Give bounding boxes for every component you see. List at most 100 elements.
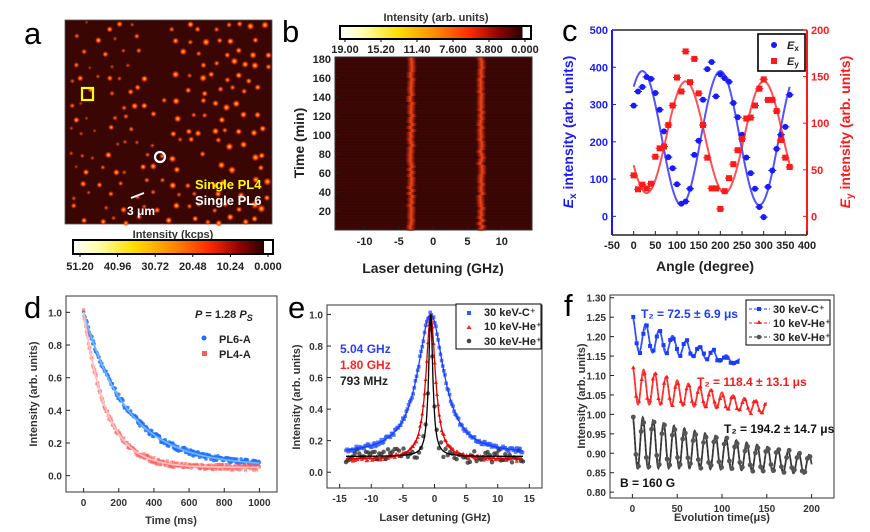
pl-spot <box>176 191 182 198</box>
legend-box <box>757 33 806 72</box>
legend-marker-he30 <box>756 334 762 340</box>
zpl-line-segment <box>475 198 486 201</box>
data-point-he10 <box>466 456 471 460</box>
data-point-c <box>705 357 710 362</box>
data-point-pl4-a <box>215 466 219 470</box>
legend-c: 30 keV-C⁺ <box>484 307 536 319</box>
y-tick-label: 1.10 <box>587 372 607 383</box>
data-point-he30 <box>654 453 660 458</box>
pl-spot <box>127 88 134 96</box>
pl-spot <box>107 190 114 197</box>
legend-marker-ex <box>771 42 777 48</box>
data-point-ex <box>760 214 767 221</box>
x-tick-label: 0 <box>81 498 87 509</box>
data-point-he10 <box>709 388 714 392</box>
data-point-pl4-a <box>169 460 174 464</box>
pl-spot <box>109 64 115 70</box>
heatmap-ylabel: Time (min) <box>291 108 307 179</box>
pl-spot <box>249 51 257 59</box>
data-point-he30 <box>680 436 686 442</box>
data-point-ex <box>639 84 646 91</box>
data-point-ey <box>752 102 758 109</box>
y-tick-label: 400 <box>590 62 608 74</box>
data-point-he30 <box>750 468 756 474</box>
zpl-line-segment <box>405 126 416 129</box>
zpl-line-segment <box>405 96 416 99</box>
pl-spot <box>144 152 151 158</box>
data-point-pl4-a <box>163 463 167 468</box>
zpl-line-segment <box>476 105 487 108</box>
data-point-he30 <box>662 422 667 428</box>
pl-spot <box>95 73 101 79</box>
pl-spot <box>235 47 243 54</box>
heatmap-noise-row <box>335 213 532 215</box>
pl-spot <box>245 77 252 85</box>
data-point-c <box>427 315 431 320</box>
zpl-line-segment <box>476 141 487 144</box>
heatmap-noise-row <box>335 207 532 209</box>
data-point-he10 <box>647 398 653 403</box>
pl-spot <box>99 218 107 226</box>
y-tick-label: 0.8 <box>309 342 323 353</box>
pl-spot <box>235 128 243 135</box>
field-annotation: B = 160 G <box>620 476 675 490</box>
pl-spot <box>92 128 97 134</box>
heatmap-noise-row <box>335 93 532 95</box>
data-point-he10 <box>639 377 644 381</box>
pl-spot <box>115 141 121 147</box>
data-point-he30 <box>737 460 743 465</box>
data-point-he10 <box>631 365 636 370</box>
pl-spot <box>219 179 227 187</box>
heatmap-noise-row <box>335 135 532 137</box>
pl-spot <box>184 87 192 94</box>
zpl-line-segment <box>477 192 488 195</box>
zpl-line-segment <box>405 132 416 135</box>
data-point-c <box>708 350 713 355</box>
data-point-he10 <box>659 400 664 405</box>
zpl-line-segment <box>476 174 487 177</box>
data-point-ey <box>730 161 737 168</box>
y-tick-label: 1.0 <box>48 308 62 319</box>
heatmap-noise-row <box>335 171 532 173</box>
pl-spot <box>116 75 123 82</box>
x-tick-label: 150 <box>758 504 775 515</box>
pl-spot <box>140 75 149 83</box>
pl-spot <box>125 63 131 68</box>
linewidth-ylabel: Intensity (arb. units) <box>291 344 303 449</box>
heatmap-noise-row <box>335 219 532 221</box>
data-point-he10 <box>757 408 762 412</box>
fit-curve-2 <box>346 314 523 457</box>
decay-xlabel: Time (ms) <box>145 515 197 527</box>
pl-spot <box>139 163 147 171</box>
data-point-he30 <box>690 438 696 444</box>
pl-spot <box>191 215 199 222</box>
data-point-he30 <box>396 448 402 453</box>
heatmap-noise-row <box>335 96 532 98</box>
zpl-line-segment <box>475 138 486 141</box>
colorbar-a-ticks: 51.20 40.96 30.72 20.48 10.24 0.000 <box>66 254 282 273</box>
pl-spot <box>230 57 239 66</box>
data-point-ey <box>687 79 693 86</box>
zpl-line-segment <box>476 153 487 156</box>
zpl-line-segment <box>476 117 487 120</box>
pl-spot <box>226 37 234 45</box>
data-point-he10 <box>645 396 650 400</box>
pl-spot <box>258 152 266 160</box>
data-point-he30 <box>794 455 800 461</box>
data-point-ex <box>691 151 698 158</box>
data-point-ex <box>734 114 741 121</box>
data-point-c <box>377 442 381 447</box>
data-point-c <box>658 329 663 334</box>
data-point-pl4-a <box>165 459 169 463</box>
pl-spot <box>116 20 123 28</box>
panel-label-f: f <box>564 288 573 323</box>
data-point-pl4-a <box>252 468 256 472</box>
data-point-he30 <box>682 430 688 436</box>
data-point-pl4-a <box>239 467 243 471</box>
pl-spot <box>250 129 258 137</box>
data-point-c <box>715 358 720 363</box>
data-point-c <box>370 444 374 449</box>
data-point-he30 <box>747 462 753 468</box>
data-point-ey <box>786 163 793 170</box>
heatmap-noise-row <box>335 186 532 188</box>
